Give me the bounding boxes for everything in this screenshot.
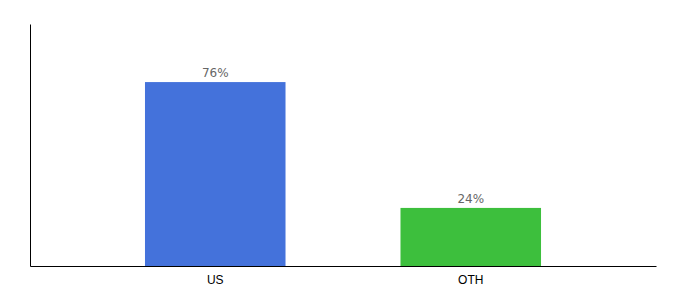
y-axis <box>30 25 31 267</box>
chart-container: 76% 24% US OTH <box>0 0 680 300</box>
x-tick: US <box>207 273 224 287</box>
x-tick-label: US <box>207 273 224 287</box>
x-tick: OTH <box>458 273 483 287</box>
data-label: 24% <box>457 192 484 206</box>
data-labels: 76% 24% <box>202 66 484 206</box>
x-axis-line <box>31 266 657 267</box>
x-axis: US OTH <box>31 267 657 287</box>
plot-area: 76% 24% US OTH <box>31 25 657 287</box>
bars <box>145 82 541 266</box>
x-tick-label: OTH <box>458 273 483 287</box>
y-axis-line <box>30 25 31 267</box>
data-label: 76% <box>202 66 229 80</box>
bar <box>400 208 541 266</box>
chart-svg: 76% 24% US OTH <box>0 0 680 300</box>
bar <box>145 82 286 266</box>
